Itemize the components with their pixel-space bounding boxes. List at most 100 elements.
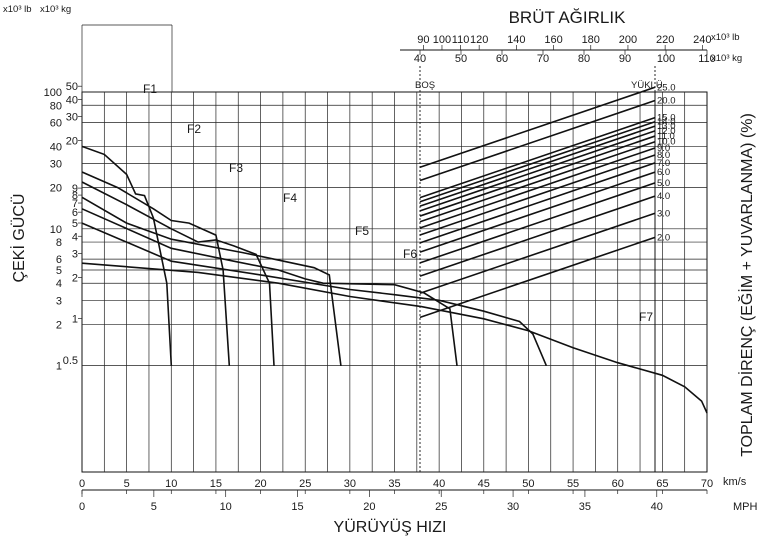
y-tick-label-lb: 20 [50, 183, 62, 195]
resistance-label: 14.0 [657, 117, 676, 128]
y-tick-label-lb: 30 [50, 159, 62, 171]
loaded-weight-label: YÜKLÜ [631, 80, 663, 91]
x-unit-mph: MPH [733, 501, 758, 513]
weight-tick-label-lb: 220 [656, 34, 674, 46]
weight-tick-label-lb: 100 [433, 34, 451, 46]
x-tick-label-mph: 0 [79, 501, 85, 513]
x-tick-label-mph: 40 [651, 501, 663, 513]
y-tick-label-lb: 100 [44, 87, 62, 99]
y-tick-label-lb: 80 [50, 100, 62, 112]
chart-grid [78, 24, 708, 497]
y-tick-label-lb: 8 [56, 237, 62, 249]
weight-tick-label-lb: 240 [693, 34, 711, 46]
x-tick-label-mph: 10 [220, 501, 232, 513]
gear-curves [81, 145, 708, 414]
gear-curve-f7 [81, 262, 708, 414]
resistance-line [419, 99, 656, 182]
weight-tick-label-kg: 70 [537, 53, 549, 65]
weight-tick-label-kg: 90 [619, 53, 631, 65]
x-tick-label-mph: 15 [291, 501, 303, 513]
empty-weight-label: BOŞ [415, 80, 435, 91]
gear-curve-f6 [81, 222, 548, 366]
x-tick-label-kmh: 40 [433, 478, 445, 490]
x-tick-label-kmh: 50 [522, 478, 534, 490]
x-tick-label-kmh: 5 [124, 478, 130, 490]
y-tick-label-kg: 8 [72, 190, 78, 202]
resistance-label: 8.0 [657, 150, 670, 161]
resistance-label: 20.0 [657, 96, 676, 107]
weight-tick-label-kg: 110 [698, 53, 716, 65]
gear-curve-f1 [81, 145, 173, 366]
y-tick-label-kg: 9 [72, 183, 78, 195]
y-tick-label-kg: 4 [72, 231, 78, 243]
x-tick-label-mph: 30 [507, 501, 519, 513]
weight-unit-kg: x10³ kg [711, 53, 742, 64]
x-tick-label-kmh: 65 [656, 478, 668, 490]
resistance-line [419, 162, 656, 244]
x-tick-label-kmh: 70 [701, 478, 713, 490]
gear-curve-f5 [81, 208, 458, 366]
gear-label: F2 [187, 122, 201, 136]
y-tick-label-kg: 6 [72, 207, 78, 219]
weight-tick-label-lb: 200 [619, 34, 637, 46]
x-tick-label-kmh: 15 [210, 478, 222, 490]
gear-curve-f3 [81, 181, 275, 366]
resistance-label: 15.0 [657, 113, 676, 124]
gear-curve-f2 [81, 171, 231, 366]
resistance-line [419, 171, 656, 253]
resistance-line [419, 212, 656, 295]
weight-unit-lb: x10³ lb [711, 32, 740, 43]
weight-tick-label-lb: 140 [507, 34, 525, 46]
x-tick-label-kmh: 55 [567, 478, 579, 490]
resistance-label: 3.0 [657, 208, 670, 219]
resistance-label: 9.0 [657, 143, 670, 154]
weight-tick-label-lb: 160 [544, 34, 562, 46]
y-unit-lb: x10³ lb [3, 4, 32, 15]
y-tick-label-kg: 1 [72, 314, 78, 326]
right-axis-title: TOPLAM DİRENÇ (EĞİM + YUVARLANMA) (%) [737, 113, 756, 457]
resistance-line [419, 130, 656, 212]
resistance-line [419, 120, 656, 203]
x-tick-label-kmh: 45 [478, 478, 490, 490]
x-tick-label-kmh: 35 [388, 478, 400, 490]
y-tick-label-kg: 20 [66, 136, 78, 148]
weight-tick-label-kg: 80 [578, 53, 590, 65]
weight-tick-label-kg: 100 [657, 53, 675, 65]
y-tick-label-kg: 0.5 [63, 355, 78, 367]
resistance-label: 13.0 [657, 121, 676, 132]
resistance-line [419, 147, 656, 229]
weight-tick-label-kg: 50 [455, 53, 467, 65]
y-tick-label-kg: 40 [66, 94, 78, 106]
resistance-line [419, 154, 656, 236]
gear-curve-f4 [81, 196, 342, 366]
resistance-line [419, 182, 656, 264]
weight-tick-label-lb: 110 [452, 34, 470, 46]
weight-tick-label-lb: 120 [470, 34, 488, 46]
x-tick-label-kmh: 10 [165, 478, 177, 490]
resistance-line [419, 116, 656, 199]
resistance-label: 12.0 [657, 126, 676, 137]
resistance-line [419, 135, 656, 217]
gear-label: F6 [403, 247, 417, 261]
weight-tick-label-kg: 60 [496, 53, 508, 65]
gear-label: F7 [639, 310, 653, 324]
x-tick-label-kmh: 20 [254, 478, 266, 490]
y-tick-label-kg: 5 [72, 218, 78, 230]
y-tick-label-kg: 7 [72, 198, 78, 210]
y-tick-label-lb: 6 [56, 254, 62, 266]
resistance-label: 10.0 [657, 137, 676, 148]
x-tick-label-mph: 5 [151, 501, 157, 513]
y-tick-label-lb: 1 [56, 361, 62, 373]
resistance-line [419, 236, 656, 319]
y-tick-label-lb: 10 [50, 224, 62, 236]
resistance-label: 11.0 [657, 131, 675, 142]
y-tick-label-kg: 50 [66, 81, 78, 93]
y-tick-label-kg: 3 [72, 248, 78, 260]
resistance-label: 5.0 [657, 178, 670, 189]
resistance-label: 7.0 [657, 158, 670, 169]
y-tick-label-lb: 3 [56, 295, 62, 307]
y-tick-label-kg: 2 [72, 272, 78, 284]
gear-label: F5 [355, 224, 369, 238]
resistance-label: 6.0 [657, 167, 670, 178]
